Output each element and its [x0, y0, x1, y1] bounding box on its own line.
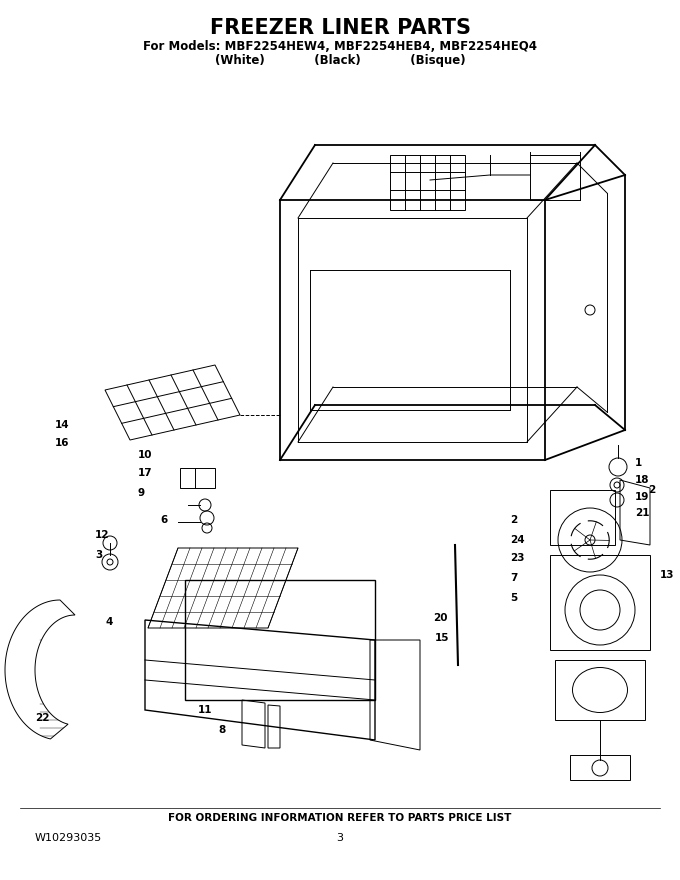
Text: FOR ORDERING INFORMATION REFER TO PARTS PRICE LIST: FOR ORDERING INFORMATION REFER TO PARTS … [169, 813, 511, 823]
Text: 20: 20 [433, 613, 447, 623]
Text: 13: 13 [660, 570, 675, 580]
Text: 18: 18 [635, 475, 649, 485]
Text: 2: 2 [648, 485, 656, 495]
Text: 14: 14 [55, 420, 69, 430]
Text: 6: 6 [160, 515, 167, 525]
Text: 3: 3 [337, 833, 343, 843]
Text: 5: 5 [510, 593, 517, 603]
Text: (White)            (Black)            (Bisque): (White) (Black) (Bisque) [215, 54, 465, 67]
Text: 9: 9 [138, 488, 145, 498]
Text: 15: 15 [435, 633, 449, 643]
Text: 4: 4 [105, 617, 112, 627]
Text: 17: 17 [138, 468, 152, 478]
Text: 16: 16 [55, 438, 69, 448]
Text: 1: 1 [635, 458, 642, 468]
Text: 24: 24 [510, 535, 525, 545]
Text: 10: 10 [138, 450, 152, 460]
Text: 2: 2 [510, 515, 517, 525]
Text: 22: 22 [35, 713, 50, 723]
Text: 11: 11 [198, 705, 212, 715]
Text: 19: 19 [635, 492, 649, 502]
Text: 3: 3 [95, 550, 102, 560]
Text: 12: 12 [95, 530, 109, 540]
Text: W10293035: W10293035 [35, 833, 102, 843]
Text: 8: 8 [218, 725, 225, 735]
Text: 7: 7 [510, 573, 517, 583]
Text: 23: 23 [510, 553, 524, 563]
Text: 21: 21 [635, 508, 649, 518]
Text: FREEZER LINER PARTS: FREEZER LINER PARTS [209, 18, 471, 38]
Text: For Models: MBF2254HEW4, MBF2254HEB4, MBF2254HEQ4: For Models: MBF2254HEW4, MBF2254HEB4, MB… [143, 40, 537, 53]
Circle shape [585, 535, 595, 545]
